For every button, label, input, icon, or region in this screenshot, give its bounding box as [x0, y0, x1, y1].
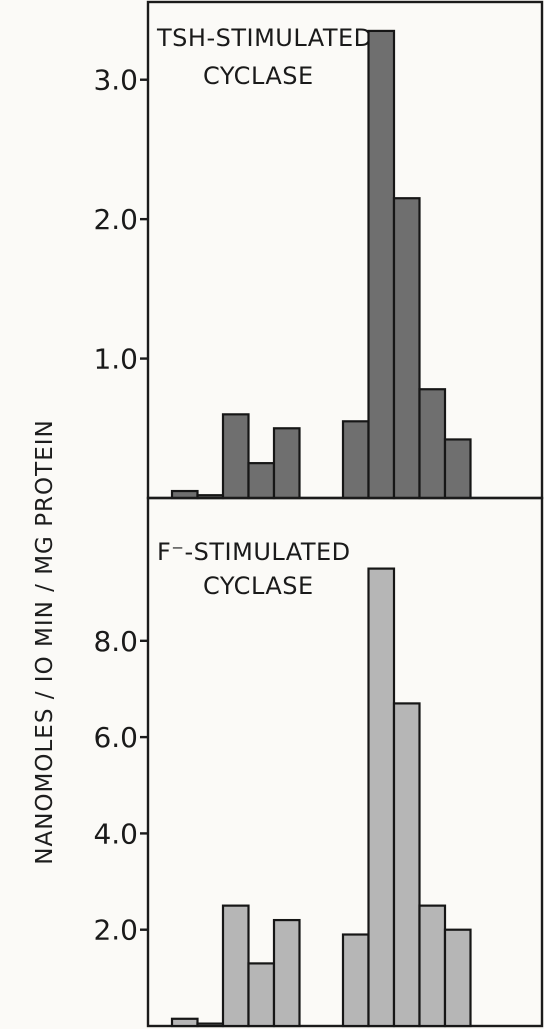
bar [341, 933, 370, 1028]
bar [247, 962, 276, 1028]
panel-2-ytick-label: 8.0 [93, 625, 138, 658]
bar [418, 388, 447, 500]
bar [272, 918, 301, 1028]
bar [392, 702, 421, 1028]
panels-layer: 1.0 2.0 3.0 TSH-STIMULATED CYCLASE 2.0 4.0 6.0 8… [93, 0, 544, 1028]
panel-1-ytick-label: 2.0 [93, 203, 138, 236]
panel-1: 1.0 2.0 3.0 TSH-STIMULATED CYCLASE [93, 0, 544, 500]
bar [367, 29, 396, 500]
bar [392, 197, 421, 500]
panel-2-ytick-label: 6.0 [93, 721, 138, 754]
bar [272, 427, 301, 500]
bar [221, 413, 250, 500]
panel-2-ytick-label: 2.0 [93, 914, 138, 947]
bar [170, 1017, 199, 1028]
bar [341, 420, 370, 500]
panel-1-title-line-1: TSH-STIMULATED [156, 24, 373, 52]
panel-2: 2.0 4.0 6.0 8.0 F⁻-STIMULATED CYCLASE [93, 496, 544, 1028]
y-axis-title: NANOMOLES / IO MIN / MG PROTEIN [32, 419, 58, 864]
panel-2-title-line-1: F⁻-STIMULATED [157, 538, 351, 566]
y-axis-title-layer: NANOMOLES / IO MIN / MG PROTEIN [32, 419, 58, 864]
panel-2-title-line-2: CYCLASE [203, 572, 314, 600]
bar [367, 567, 396, 1028]
panel-2-ytick-label: 4.0 [93, 817, 138, 850]
panel-1-ytick-label: 3.0 [93, 64, 138, 97]
bar [418, 904, 447, 1028]
panel-1-title-line-2: CYCLASE [203, 62, 314, 90]
bar [443, 438, 472, 500]
bar [221, 904, 250, 1028]
bar [247, 462, 276, 500]
bar [443, 928, 472, 1028]
bar [196, 1022, 225, 1028]
panel-1-ytick-label: 1.0 [93, 343, 138, 376]
